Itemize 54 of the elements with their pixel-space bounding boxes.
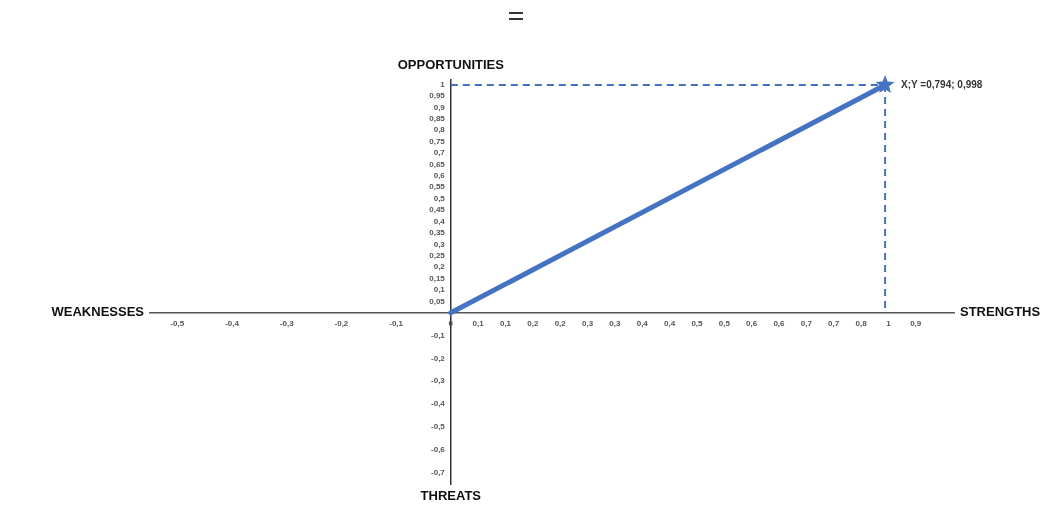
x-tick-label: -0,4 bbox=[225, 318, 240, 328]
x-tick-label: 0,9 bbox=[910, 318, 922, 328]
y-tick-label: 0,15 bbox=[429, 273, 446, 283]
y-tick-label: 0,55 bbox=[429, 182, 446, 192]
x-tick-label: 0,5 bbox=[718, 318, 731, 328]
y-tick-label: -0,2 bbox=[431, 353, 446, 363]
y-tick-label: 0,1 bbox=[433, 285, 446, 295]
y-tick-label: 0,85 bbox=[429, 114, 446, 124]
y-tick-label: 0,9 bbox=[433, 102, 446, 112]
y-tick-label: 0,95 bbox=[429, 91, 446, 101]
x-tick-label: 0,3 bbox=[581, 318, 594, 328]
y-tick-label: 0,8 bbox=[433, 125, 446, 135]
x-tick-label: 0,2 bbox=[527, 318, 539, 328]
x-tick-label: -0,1 bbox=[389, 318, 404, 328]
annotation: X;Y =0,794; 0,998 bbox=[901, 78, 983, 90]
x-tick-label: 0,5 bbox=[691, 318, 704, 328]
y-tick-label: 0,4 bbox=[433, 216, 446, 226]
x-tick-label: 0,2 bbox=[554, 318, 567, 328]
y-tick-label: 0,65 bbox=[429, 159, 446, 169]
y-tick-label: 0,5 bbox=[433, 193, 446, 203]
x-tick-label: 0,7 bbox=[800, 318, 813, 328]
x-tick-label: 0,4 bbox=[664, 318, 676, 328]
y-tick-label: -0,1 bbox=[431, 330, 446, 340]
x-tick-label: -0,3 bbox=[279, 318, 295, 328]
y-tick-label: 0,05 bbox=[429, 296, 446, 306]
x-tick-label: -0,2 bbox=[334, 318, 349, 328]
y-tick-label: 0,6 bbox=[433, 171, 446, 181]
y-tick-label: -0,7 bbox=[431, 467, 446, 477]
y-tick-label: 0,35 bbox=[429, 228, 446, 238]
y-tick-label: 0,3 bbox=[433, 239, 446, 249]
x-tick-label: 0,3 bbox=[609, 318, 622, 328]
text: STRENGTHS bbox=[960, 304, 1041, 320]
y-tick-label: 1 bbox=[440, 79, 446, 89]
y-tick-label: -0,5 bbox=[431, 422, 446, 432]
y-tick-label: 0,45 bbox=[429, 205, 446, 215]
y-tick-label: 0,2 bbox=[433, 262, 446, 272]
x-tick-label: 0,4 bbox=[636, 318, 649, 328]
y-tick-label: 0,25 bbox=[429, 250, 446, 260]
y-tick-label: 0,7 bbox=[433, 148, 446, 158]
x-tick-label: 0,6 bbox=[746, 318, 758, 328]
x-tick-label: 0,1 bbox=[499, 318, 512, 328]
y-tick-label: -0,6 bbox=[431, 444, 446, 454]
text: WEAKNESSES bbox=[51, 304, 145, 320]
text: OPPORTUNITIES bbox=[397, 57, 505, 73]
x-tick-label: 1 bbox=[886, 318, 892, 328]
x-tick-label: 0,1 bbox=[472, 318, 485, 328]
x-tick-label: 0,8 bbox=[855, 318, 868, 328]
y-tick-label: 0,75 bbox=[429, 136, 446, 146]
y-tick-label: -0,3 bbox=[431, 376, 446, 386]
text: THREATS bbox=[420, 488, 482, 504]
x-tick-label: -0,5 bbox=[170, 318, 185, 328]
x-tick-label: 0,6 bbox=[773, 318, 786, 328]
x-tick-label: 0,7 bbox=[828, 318, 840, 328]
y-tick-label: -0,4 bbox=[431, 399, 446, 409]
